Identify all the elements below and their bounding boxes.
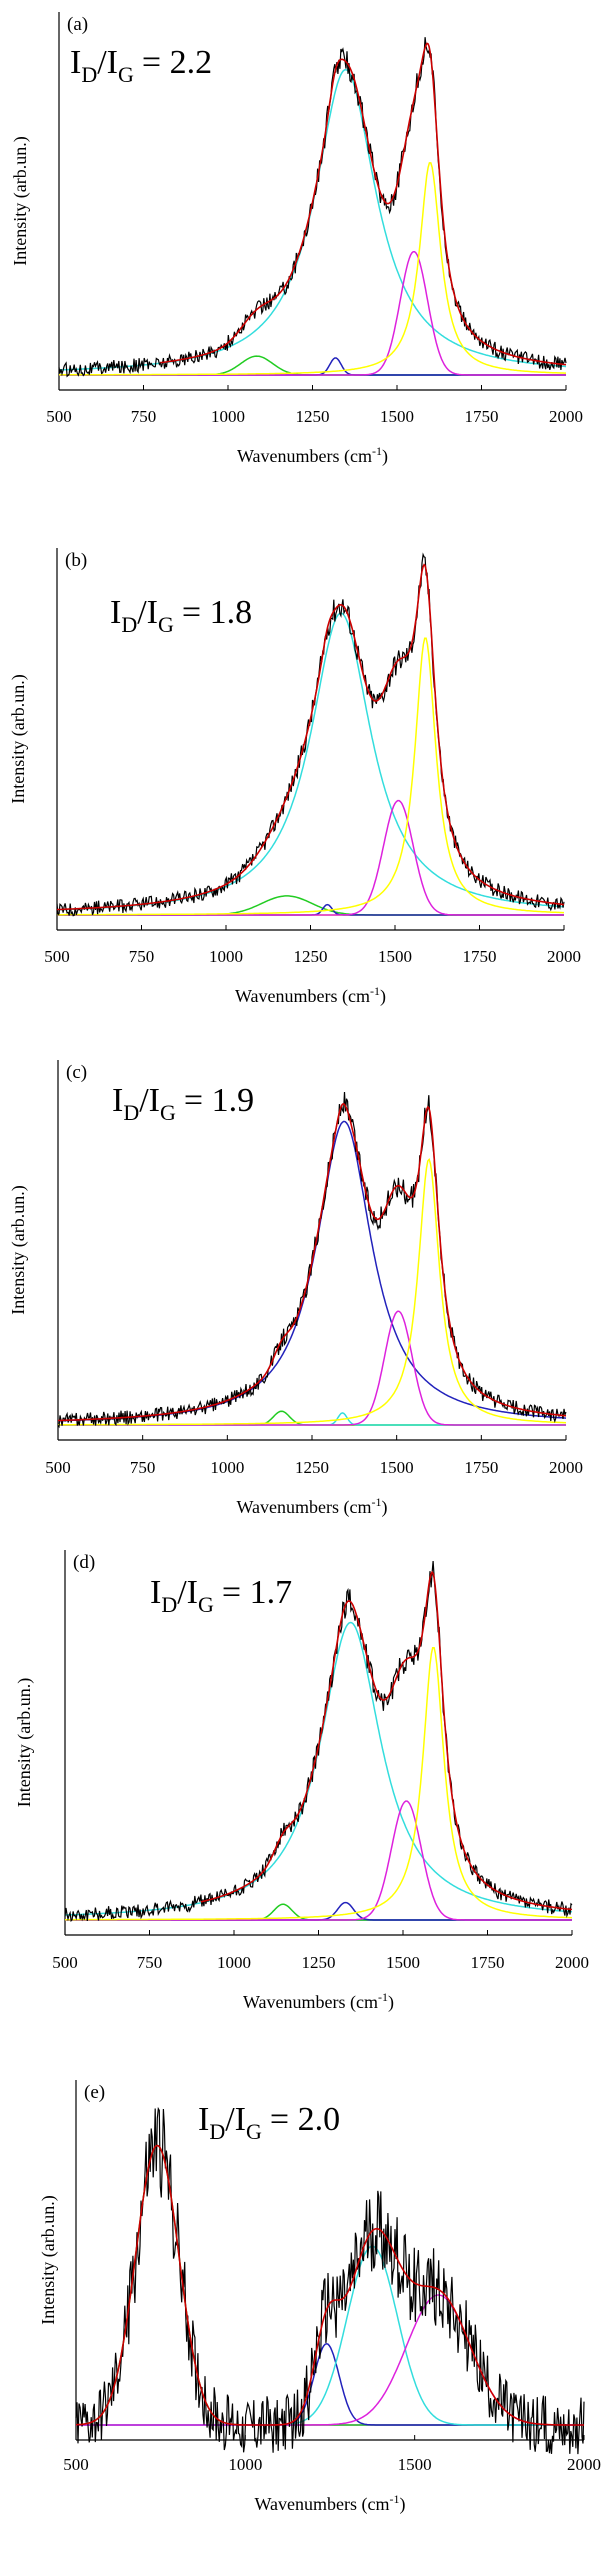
- panel-label: (a): [67, 14, 88, 35]
- x-tick-label: 1000: [217, 1953, 251, 1972]
- panel-label: (c): [66, 1062, 87, 1083]
- x-axis-title: Wavenumbers (cm-1): [243, 1990, 394, 2013]
- x-tick-label: 1000: [211, 407, 245, 426]
- band-d: [59, 68, 567, 371]
- y-axis-title: Intensity (arb.un.): [10, 136, 31, 265]
- x-tick-label: 1250: [295, 1458, 329, 1477]
- band-d: [76, 2245, 584, 2426]
- band-d3: [58, 1310, 566, 1426]
- x-tick-label: 1750: [464, 1458, 498, 1477]
- panel-e: 500 1000 1500 2000 Wavenumbers (cm-1) Intensi…: [38, 2080, 601, 2515]
- x-tick-label: 2000: [549, 407, 583, 426]
- x-axis-title: Wavenumbers (cm-1): [255, 2492, 406, 2515]
- id-ig-ratio: ID/IG = 1.8: [110, 594, 252, 637]
- band-small: [58, 1120, 567, 1422]
- x-tick-label: 500: [45, 1458, 71, 1477]
- x-tick-label: 1500: [386, 1953, 420, 1972]
- x-tick-label: 500: [63, 2455, 89, 2474]
- experimental-spectrum: [58, 37, 567, 378]
- y-axis-title: Intensity (arb.un.): [14, 1678, 35, 1807]
- id-ig-ratio: ID/IG = 1.7: [150, 1574, 292, 1617]
- x-tick-label: 1500: [378, 947, 412, 966]
- experimental-spectrum: [64, 1561, 573, 1923]
- band-g: [58, 1158, 567, 1426]
- y-axis-title: Intensity (arb.un.): [8, 1185, 29, 1314]
- band-d: [57, 612, 565, 911]
- x-tick-label: 1750: [471, 1953, 505, 1972]
- x-tick-label: 750: [130, 1458, 156, 1477]
- band-d: [65, 1621, 573, 1916]
- x-axis-title: Wavenumbers (cm-1): [237, 444, 388, 467]
- x-axis-title: Wavenumbers (cm-1): [235, 984, 386, 1007]
- band-g: [65, 1647, 573, 1921]
- x-tick-label: 1250: [294, 947, 328, 966]
- band-d3: [57, 799, 564, 916]
- x-tick-label: 750: [137, 1953, 163, 1972]
- panel-label: (e): [84, 2082, 105, 2103]
- panel-label: (b): [65, 550, 87, 571]
- panel-c: 500 750 1000 1250 1500 1750 2000 Wavenumbers (c…: [8, 1060, 583, 1518]
- x-tick-label: 1500: [380, 407, 414, 426]
- id-ig-ratio: ID/IG = 1.9: [112, 1082, 254, 1125]
- x-tick-label: 750: [131, 407, 157, 426]
- x-tick-label: 500: [44, 947, 70, 966]
- y-axis-title: Intensity (arb.un.): [8, 674, 29, 803]
- panel-label: (d): [73, 1552, 95, 1573]
- x-tick-label: 2000: [549, 1458, 583, 1477]
- fit-envelope: [56, 563, 565, 911]
- x-tick-label: 500: [46, 407, 72, 426]
- fit-envelope: [75, 2144, 584, 2426]
- x-tick-label: 750: [129, 947, 155, 966]
- x-tick-label: 1750: [465, 407, 499, 426]
- x-tick-label: 1000: [228, 2455, 262, 2474]
- panel-d: 500 750 1000 1250 1500 1750 2000 Wavenumbers (c…: [14, 1550, 589, 2013]
- x-tick-label: 1750: [463, 947, 497, 966]
- band-g: [57, 637, 564, 916]
- x-tick-label: 1250: [296, 407, 330, 426]
- x-axis-title: Wavenumbers (cm-1): [237, 1495, 388, 1518]
- x-tick-label: 2000: [567, 2455, 601, 2474]
- x-tick-label: 1000: [209, 947, 243, 966]
- fit-envelope: [200, 1570, 573, 1911]
- panel-a: 500 750 1000 1250 1500 1750 2000 Wavenumbers (c…: [10, 12, 583, 467]
- x-tick-label: 2000: [547, 947, 581, 966]
- panel-b: 500 750 1000 1250 1500 1750 2000 Wavenumbers (c…: [8, 548, 581, 1007]
- fit-envelope: [160, 42, 567, 366]
- x-tick-label: 1500: [380, 1458, 414, 1477]
- x-tick-label: 500: [52, 1953, 78, 1972]
- x-tick-label: 1000: [210, 1458, 244, 1477]
- id-ig-ratio: ID/IG = 2.0: [198, 2101, 340, 2144]
- x-tick-label: 2000: [555, 1953, 589, 1972]
- x-tick-label: 1500: [398, 2455, 432, 2474]
- id-ig-ratio: ID/IG = 2.2: [70, 44, 212, 87]
- experimental-spectrum: [75, 2106, 585, 2455]
- experimental-spectrum: [57, 1091, 567, 1429]
- band-g: [59, 162, 566, 376]
- fit-envelope: [58, 1102, 567, 1422]
- x-tick-label: 1250: [302, 1953, 336, 1972]
- y-axis-title: Intensity (arb.un.): [38, 2195, 59, 2324]
